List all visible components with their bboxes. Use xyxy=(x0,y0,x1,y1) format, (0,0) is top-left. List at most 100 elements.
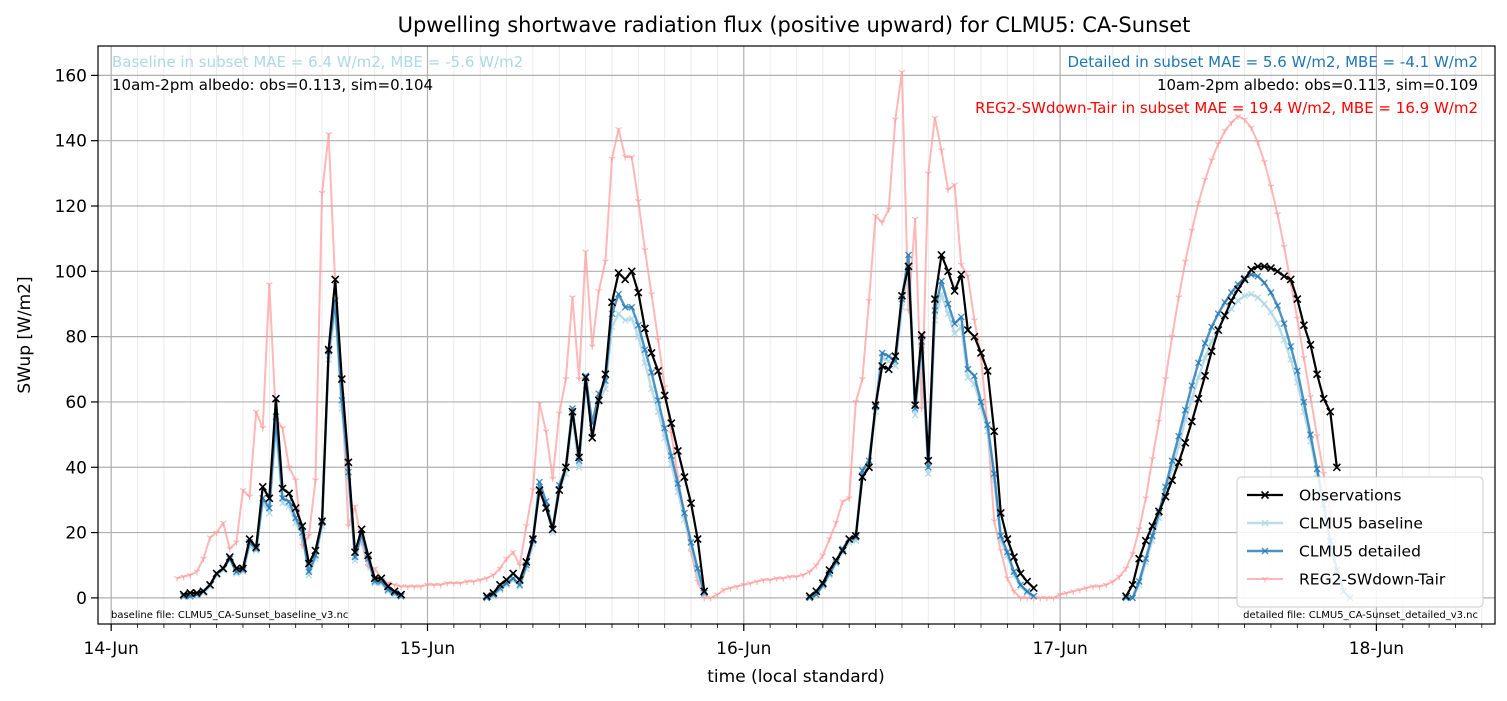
reg2-data-point xyxy=(944,187,952,194)
obs-data-point xyxy=(1319,394,1328,403)
y-axis-ticks: 0 20 40 60 80 100 120 140 160 xyxy=(55,66,98,609)
detailed-data-point xyxy=(634,321,642,329)
obs-data-point xyxy=(1227,296,1236,305)
baseline-stats-annotation: Baseline in subset MAE = 6.4 W/m2, MBE =… xyxy=(112,53,523,71)
legend-box xyxy=(1236,476,1484,608)
obs-data-point xyxy=(245,535,254,544)
reg2-data-point xyxy=(305,533,313,540)
obs-data-point xyxy=(693,535,702,544)
obs-data-point xyxy=(1247,265,1256,274)
reg2-data-point xyxy=(819,553,827,559)
reg2-data-point xyxy=(193,569,201,576)
reg2-data-point xyxy=(1228,120,1235,127)
reg2-data-point xyxy=(852,399,860,406)
baseline-data-point xyxy=(1274,320,1282,328)
baseline-data-point xyxy=(648,385,656,393)
obs-data-point xyxy=(232,564,241,573)
reg2-data-point xyxy=(325,131,332,138)
legend-label: CLMU5 detailed xyxy=(1299,543,1421,561)
reg2-data-point xyxy=(1076,587,1084,594)
obs-data-point xyxy=(1220,311,1229,320)
obs-data-point xyxy=(614,268,623,278)
reg2-data-point xyxy=(760,577,767,584)
obs-data-point xyxy=(871,401,880,410)
obs-data-point xyxy=(502,575,511,584)
reg2-data-point xyxy=(832,520,840,527)
obs-data-point xyxy=(192,588,201,598)
y-tick-label: 140 xyxy=(55,132,87,152)
reg2-data-point xyxy=(1017,595,1024,602)
baseline-data-point xyxy=(1247,290,1255,298)
reg2-data-point xyxy=(878,220,886,226)
obs-data-point xyxy=(627,267,636,276)
obs-data-point xyxy=(700,587,709,596)
obs-data-point xyxy=(864,463,874,472)
obs-data-point xyxy=(1306,340,1315,349)
obs-data-point xyxy=(1009,552,1019,562)
legend: Observations CLMU5 baseline CLMU5 detailed… xyxy=(1236,476,1484,608)
detailed-data-point xyxy=(680,509,688,517)
obs-data-point xyxy=(317,517,327,526)
obs-data-point xyxy=(561,463,570,472)
obs-data-point xyxy=(555,486,564,495)
reg2-data-point xyxy=(549,476,557,483)
obs-data-point xyxy=(687,499,696,508)
obs-data-point xyxy=(574,453,584,462)
baseline-data-point xyxy=(964,373,972,381)
reg2-data-point xyxy=(529,487,537,494)
reg2-data-point xyxy=(490,572,497,579)
baseline-data-point xyxy=(621,316,629,324)
reg2-data-point xyxy=(213,530,220,537)
detailed-data-point xyxy=(687,538,695,546)
obs-data-point xyxy=(489,588,498,598)
y-tick-label: 80 xyxy=(65,328,87,348)
reg2-data-point xyxy=(720,587,728,594)
reg2-data-point xyxy=(1109,579,1117,586)
reg2-data-point xyxy=(1208,158,1215,164)
reg2-data-point xyxy=(1168,334,1176,341)
obs-data-point xyxy=(482,592,491,601)
detailed-data-point xyxy=(878,349,886,357)
obs-data-point xyxy=(1233,285,1243,294)
detailed-data-point xyxy=(621,303,629,311)
obs-data-point xyxy=(535,486,544,495)
detailed-data-point xyxy=(1287,342,1295,350)
obs-data-point xyxy=(285,489,294,498)
obs-data-point xyxy=(581,373,590,382)
obs-data-point xyxy=(522,557,531,567)
obs-data-point xyxy=(917,330,926,340)
reg2-data-point xyxy=(1050,595,1057,602)
reg2-data-point xyxy=(1069,589,1077,595)
obs-data-point xyxy=(660,391,669,400)
reg2-data-point xyxy=(1063,590,1071,597)
reg2-data-point xyxy=(1261,159,1268,166)
detailed-data-point xyxy=(674,480,682,488)
legend-entry-obs: Observations xyxy=(1247,487,1401,505)
legend-entry-baseline: CLMU5 baseline xyxy=(1247,515,1423,533)
obs-data-point xyxy=(621,275,630,284)
legend-swatch-marker xyxy=(1261,519,1269,527)
reg2-data-point xyxy=(1280,244,1288,251)
obs-data-point xyxy=(199,587,208,596)
reg2-data-point xyxy=(1300,355,1308,362)
detailed-data-point xyxy=(924,463,932,471)
obs-data-point xyxy=(397,590,406,599)
reg2-data-point xyxy=(483,576,491,582)
reg2-data-point xyxy=(259,425,267,432)
reg2-data-point xyxy=(786,574,794,581)
obs-data-point xyxy=(252,543,261,552)
reg2-data-point xyxy=(648,291,655,298)
detailed-albedo-annotation: 10am-2pm albedo: obs=0.113, sim=0.109 xyxy=(1157,76,1478,94)
baseline-data-point xyxy=(1260,300,1268,308)
legend-entry-detailed: CLMU5 detailed xyxy=(1247,543,1421,561)
reg2-data-point xyxy=(1135,527,1143,533)
obs-data-point xyxy=(528,535,537,544)
reg2-data-point xyxy=(312,478,319,484)
obs-data-point xyxy=(383,582,393,591)
detailed-data-point xyxy=(852,533,860,541)
obs-data-point xyxy=(943,267,953,276)
obs-data-point xyxy=(588,433,597,442)
obs-data-point xyxy=(891,352,900,361)
obs-data-point xyxy=(937,250,946,260)
obs-data-point xyxy=(667,419,676,428)
